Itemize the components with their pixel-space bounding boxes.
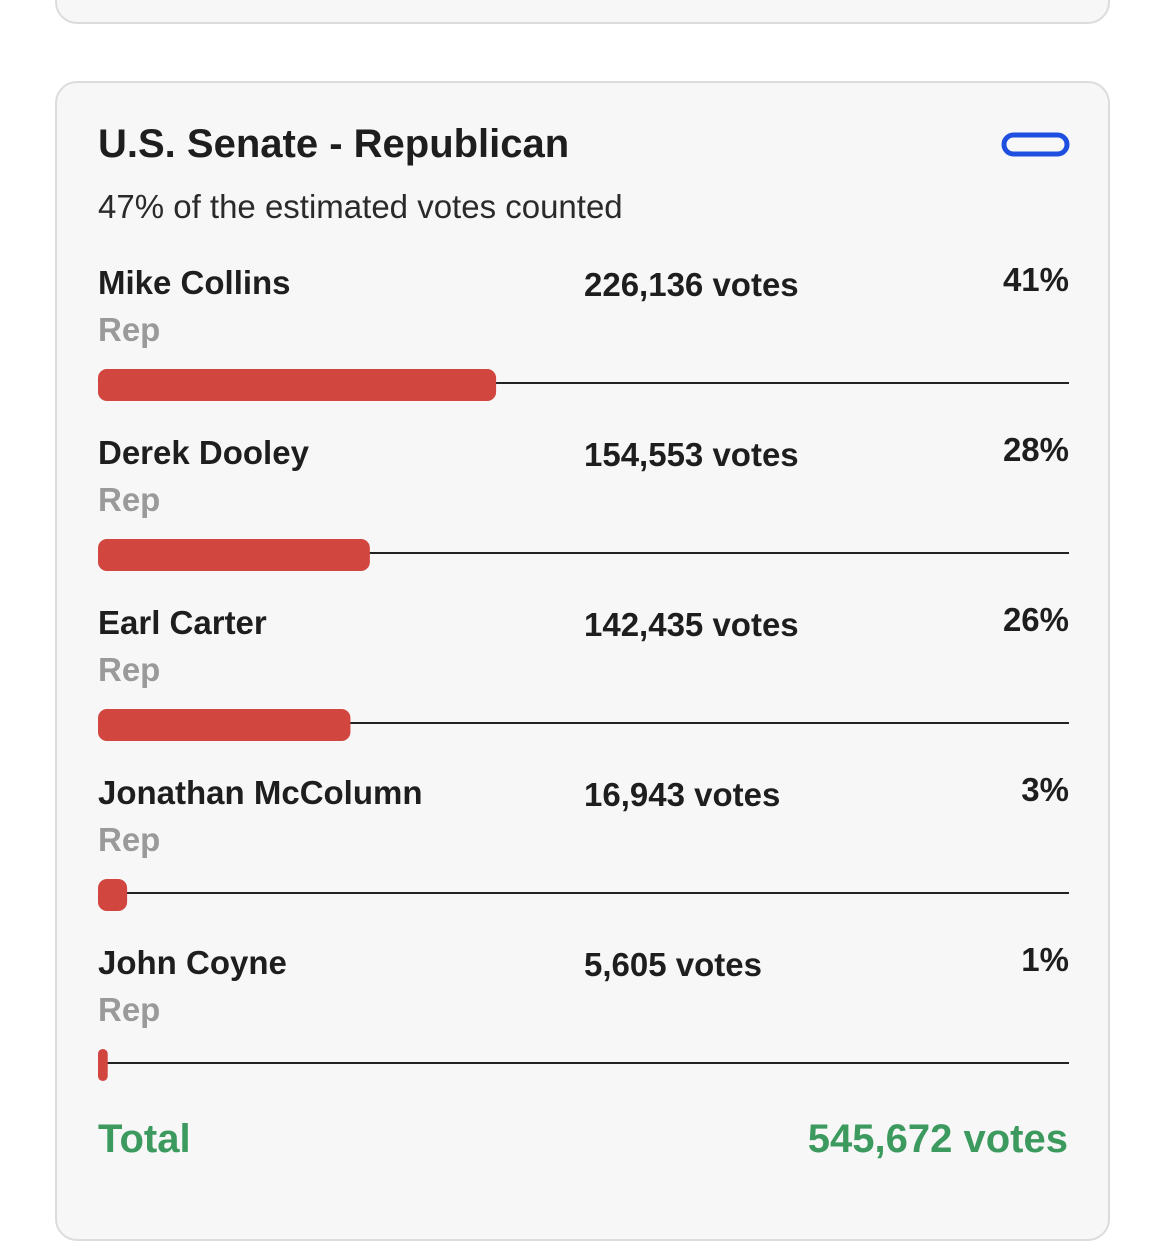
previous-card: [55, 0, 1110, 24]
candidate-votes: 142,435 votes: [584, 606, 799, 643]
vote-bar: [98, 539, 370, 571]
total-votes: 545,672 votes: [807, 1117, 1068, 1161]
vote-bar: [98, 879, 128, 911]
candidate-party: Rep: [98, 991, 161, 1028]
candidate-party: Rep: [98, 651, 161, 688]
race-card: [55, 81, 1110, 1241]
candidate-votes: 154,553 votes: [584, 436, 799, 473]
candidate-name: Jonathan McColumn: [98, 774, 423, 811]
race-subtitle: 47% of the estimated votes counted: [98, 188, 623, 225]
candidate-percent: 28%: [1002, 431, 1069, 468]
candidate-votes: 16,943 votes: [584, 776, 781, 813]
vote-bar: [98, 709, 351, 741]
candidate-votes: 5,605 votes: [584, 946, 762, 983]
candidate-votes: 226,136 votes: [584, 266, 799, 303]
candidate-party: Rep: [98, 311, 161, 348]
candidate-name: Earl Carter: [98, 604, 267, 641]
candidate-percent: 41%: [1002, 261, 1069, 298]
vote-bar: [98, 369, 497, 401]
total-label: Total: [98, 1117, 191, 1161]
candidate-percent: 26%: [1002, 601, 1069, 638]
candidate-name: Derek Dooley: [98, 434, 309, 471]
collapse-icon[interactable]: [1001, 132, 1070, 157]
vote-bar: [98, 1049, 108, 1081]
candidate-percent: 1%: [1021, 941, 1069, 978]
candidate-name: Mike Collins: [98, 264, 291, 301]
candidate-name: John Coyne: [98, 944, 287, 981]
page: U.S. Senate - Republican 47% of the esti…: [55, 0, 1110, 1241]
bars: [98, 132, 1070, 1081]
race-title: U.S. Senate - Republican: [98, 122, 570, 166]
candidate-party: Rep: [98, 821, 161, 858]
candidate-percent: 3%: [1021, 771, 1069, 808]
candidate-party: Rep: [98, 481, 161, 518]
